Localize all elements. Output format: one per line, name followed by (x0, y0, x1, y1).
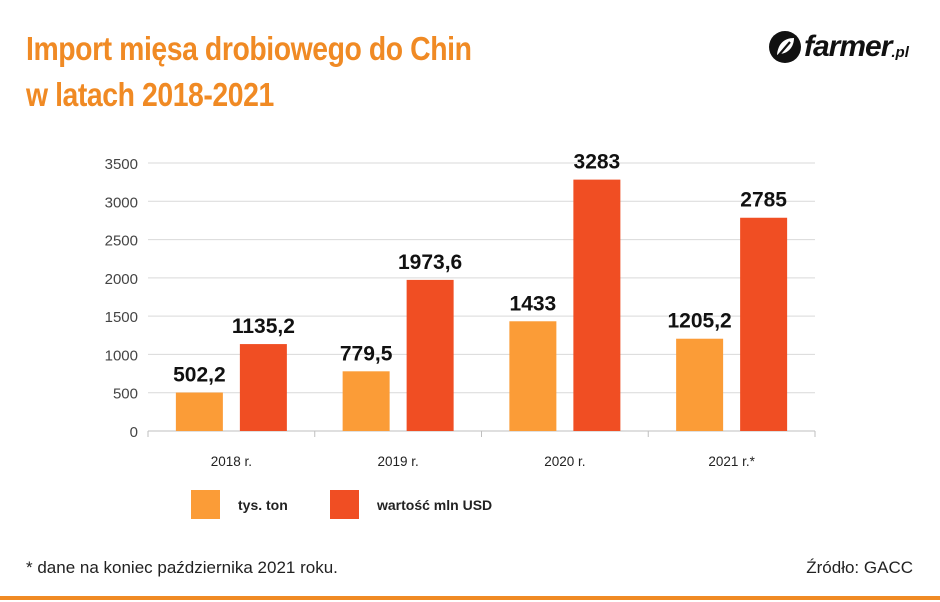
y-tick-label: 3000 (105, 194, 138, 211)
bar (676, 338, 724, 431)
legend-label-2: wartość mln USD (377, 496, 493, 513)
bar (509, 321, 557, 431)
title-line-2: w latach 2018-2021 (26, 76, 274, 113)
logo-text: farmer (804, 30, 892, 63)
legend-item-2: wartość mln USD (330, 490, 492, 519)
chart-title: Import mięsa drobiowego do Chin w latach… (26, 26, 472, 118)
x-tick-label: 2019 r. (377, 454, 418, 469)
x-tick-label: 2020 r. (544, 454, 585, 469)
x-tick-label: 2021 r.* (708, 454, 755, 469)
data-label: 1135,2 (232, 315, 295, 338)
legend-item-1: tys. ton (191, 490, 288, 519)
source-note: Źródło: GACC (806, 558, 913, 577)
legend-swatch-1 (191, 490, 220, 519)
y-tick-label: 500 (113, 386, 138, 403)
legend-swatch-2 (330, 490, 359, 519)
data-label: 1205,2 (668, 310, 732, 333)
data-label: 3283 (574, 151, 621, 174)
footnote: * dane na koniec października 2021 roku. (26, 558, 338, 577)
y-tick-label: 3500 (105, 156, 138, 173)
data-label: 502,2 (173, 364, 226, 387)
y-tick-label: 2500 (105, 233, 138, 250)
bar (573, 179, 621, 431)
title-line-1: Import mięsa drobiowego do Chin (26, 30, 472, 67)
data-label: 1973,6 (398, 251, 462, 274)
y-tick-label: 2000 (105, 271, 138, 288)
bar (175, 392, 223, 431)
data-label: 2785 (740, 189, 787, 212)
bar (740, 217, 788, 431)
data-label: 779,5 (340, 342, 393, 365)
y-tick-label: 1000 (105, 347, 138, 364)
farmer-logo[interactable]: farmer .pl (768, 30, 909, 64)
x-tick-label: 2018 r. (211, 454, 252, 469)
data-label: 1433 (510, 292, 557, 315)
legend-label-1: tys. ton (238, 496, 288, 513)
leaf-icon (769, 31, 801, 63)
bar (406, 279, 454, 431)
bar (239, 344, 287, 431)
y-tick-label: 1500 (105, 309, 138, 326)
logo-suffix: .pl (891, 43, 909, 61)
bar (342, 371, 390, 431)
y-tick-label: 0 (130, 424, 138, 441)
bottom-rule (0, 596, 940, 600)
